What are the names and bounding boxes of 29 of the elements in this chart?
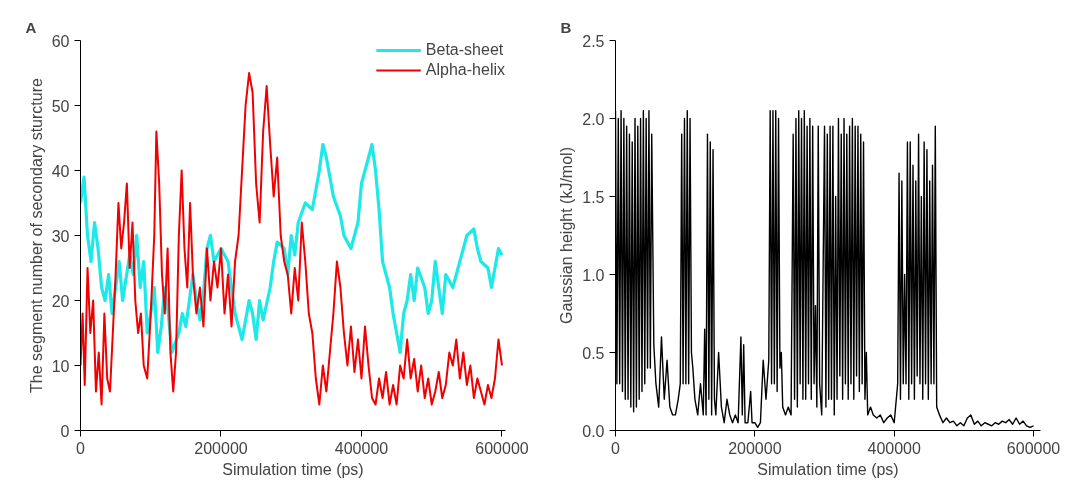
y-tick-label: 30: [51, 227, 70, 245]
chart-title: B: [560, 18, 572, 36]
y-tick-label: 40: [51, 162, 70, 180]
legend-label: Beta-sheet: [425, 41, 504, 59]
x-tick-label: 400000: [334, 439, 389, 457]
y-tick-label: 2.0: [582, 110, 605, 128]
y-tick-label: 0: [60, 422, 70, 440]
x-tick-label: 0: [76, 439, 86, 457]
y-tick-label: 10: [51, 357, 70, 375]
x-tick-label: 200000: [194, 439, 248, 457]
y-tick-label: 1.5: [582, 188, 605, 206]
y-tick-label: 1.0: [582, 266, 605, 284]
y-tick-label: 60: [51, 32, 70, 50]
x-tick-label: 0: [611, 439, 621, 457]
chart-title: A: [25, 18, 37, 36]
y-tick-label: 0.0: [582, 422, 605, 440]
y-tick-label: 50: [51, 97, 70, 115]
x-axis-title: Simulation time (ps): [757, 460, 899, 478]
y-tick-label: 0.5: [582, 344, 605, 362]
x-axis-title: Simulation time (ps): [222, 460, 364, 478]
x-tick-label: 600000: [1006, 439, 1061, 457]
y-axis-title: Gaussian height (kJ/mol): [558, 147, 576, 324]
x-tick-label: 200000: [728, 439, 782, 457]
y-tick-label: 2.5: [582, 32, 605, 50]
y-axis-title: The segment number of secondary sturcture: [27, 77, 45, 393]
y-tick-label: 20: [51, 292, 70, 310]
x-tick-label: 600000: [475, 439, 529, 457]
legend-label: Alpha-helix: [425, 61, 505, 79]
x-tick-label: 400000: [867, 439, 921, 457]
